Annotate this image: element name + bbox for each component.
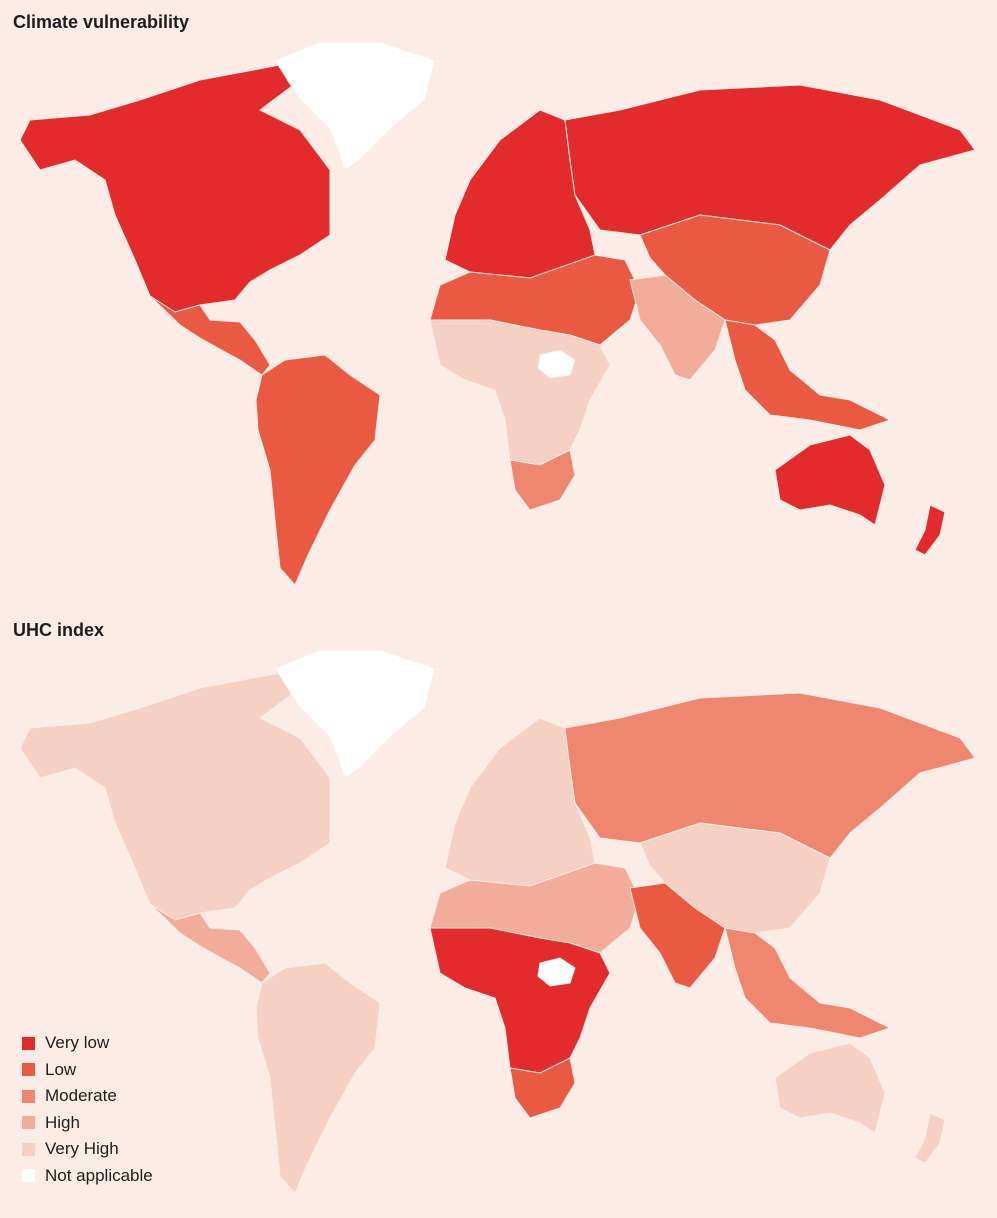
legend-swatch [22, 1142, 35, 1156]
region-greenland [274, 41, 436, 171]
legend-item-low: Low [22, 1057, 153, 1084]
legend-swatch [22, 1116, 35, 1130]
region-southeast-asia [724, 319, 892, 431]
region-central-america [149, 295, 271, 376]
legend-swatch [22, 1063, 35, 1077]
region-southern-africa [509, 449, 576, 511]
region-north-america [19, 672, 331, 921]
legend-item-moderate: Moderate [22, 1083, 153, 1110]
region-china [639, 822, 831, 934]
region-southeast-asia [724, 927, 892, 1039]
legend-label: Not applicable [45, 1165, 153, 1185]
legend-item-not-applicable: Not applicable [22, 1163, 153, 1190]
legend-item-very-high: Very High [22, 1136, 153, 1163]
legend-label: Moderate [45, 1086, 117, 1106]
region-sub-saharan-africa [429, 927, 611, 1074]
region-south-america [255, 354, 381, 586]
legend-label: Very low [45, 1033, 110, 1053]
region-china [639, 214, 831, 326]
region-australia [774, 434, 886, 526]
region-south-asia [629, 882, 726, 989]
region-russia [564, 692, 976, 859]
uhc-index-title: UHC index [13, 620, 105, 640]
legend-swatch [22, 1089, 35, 1103]
region-australia [774, 1042, 886, 1134]
region-south-asia [629, 274, 726, 381]
region-central-america [149, 903, 271, 984]
legend-item-high: High [22, 1110, 153, 1137]
uhc-index-map [19, 649, 976, 1194]
legend-label: High [45, 1112, 80, 1132]
legend-label: Very High [45, 1139, 119, 1159]
region-sub-saharan-africa [429, 319, 611, 466]
legend-label: Low [45, 1059, 77, 1079]
region-russia [564, 84, 976, 251]
legend: Very low Low Moderate High Very High Not… [22, 1030, 153, 1189]
legend-swatch [22, 1036, 35, 1050]
legend-item-very-low: Very low [22, 1030, 153, 1057]
region-south-america [255, 962, 381, 1194]
legend-swatch [22, 1169, 35, 1183]
region-south-sudan [537, 957, 576, 987]
region-new-zealand [914, 1112, 946, 1164]
region-southern-africa [509, 1057, 576, 1119]
region-greenland [274, 649, 436, 779]
region-north-america [19, 64, 331, 313]
climate-vulnerability-title: Climate vulnerability [13, 12, 190, 32]
region-new-zealand [914, 504, 946, 556]
region-south-sudan [537, 349, 576, 379]
climate-vulnerability-map [19, 41, 976, 586]
